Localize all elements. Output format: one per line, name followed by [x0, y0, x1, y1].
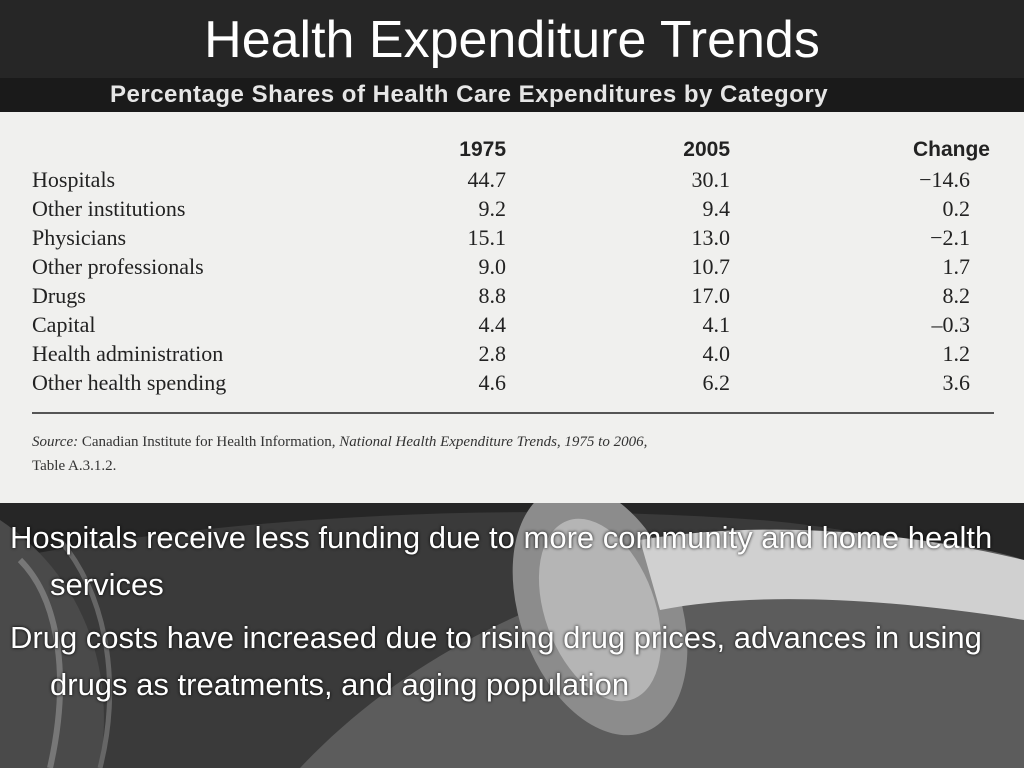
value-2005: 4.1 — [702, 312, 731, 337]
value-1975: 2.8 — [478, 341, 507, 366]
row-label: Drugs — [32, 283, 86, 308]
column-header-2005: 2005 — [683, 138, 730, 161]
slide-title: Health Expenditure Trends — [204, 11, 820, 69]
row-label: Capital — [32, 312, 96, 337]
table-row: Drugs 8.8 17.0 8.2 — [0, 281, 1024, 311]
value-2005: 6.2 — [702, 370, 731, 395]
value-change: 3.6 — [942, 370, 971, 395]
table-row: Other health spending 4.6 6.2 3.6 — [0, 368, 1024, 398]
row-label: Other institutions — [32, 196, 186, 221]
expenditure-table: Percentage Shares of Health Care Expendi… — [0, 78, 1024, 503]
value-change: 1.7 — [942, 254, 971, 279]
source-prefix: Source: — [32, 434, 79, 450]
table-row: Other institutions 9.2 9.4 0.2 — [0, 194, 1024, 224]
value-1975: 44.7 — [467, 167, 507, 192]
value-2005: 4.0 — [702, 341, 731, 366]
value-1975: 8.8 — [478, 283, 507, 308]
column-header-1975: 1975 — [459, 138, 506, 161]
bullet-item: Hospitals receive less funding due to mo… — [10, 520, 993, 602]
value-2005: 30.1 — [691, 167, 731, 192]
value-change: 8.2 — [942, 283, 971, 308]
value-1975: 9.2 — [478, 196, 507, 221]
row-label: Health administration — [32, 341, 224, 366]
source-publication-title: National Health Expenditure Trends, — [339, 434, 561, 450]
source-table-ref: Table A.3.1.2. — [32, 458, 117, 474]
table-row: Hospitals 44.7 30.1 −14.6 — [0, 165, 1024, 195]
value-change: –0.3 — [931, 312, 971, 337]
table-caption: Percentage Shares of Health Care Expendi… — [110, 81, 829, 108]
value-1975: 4.6 — [478, 370, 507, 395]
value-2005: 13.0 — [691, 225, 731, 250]
value-1975: 9.0 — [478, 254, 507, 279]
table-caption-bar — [0, 78, 1024, 112]
table-source-note: Source: Canadian Institute for Health In… — [32, 430, 972, 478]
value-change: 0.2 — [942, 196, 971, 221]
value-2005: 17.0 — [691, 283, 731, 308]
row-label: Other professionals — [32, 254, 204, 279]
table-row: Other professionals 9.0 10.7 1.7 — [0, 252, 1024, 282]
bullet-list: Hospitals receive less funding due to mo… — [10, 514, 1010, 714]
value-change: −2.1 — [930, 225, 970, 250]
table-row: Physicians 15.1 13.0 −2.1 — [0, 223, 1024, 253]
source-organization: Canadian Institute for Health Informatio… — [81, 434, 336, 450]
value-1975: 4.4 — [478, 312, 507, 337]
row-label: Physicians — [32, 225, 127, 250]
source-years: 1975 to 2006, — [564, 434, 648, 450]
row-label: Other health spending — [32, 370, 227, 395]
value-change: 1.2 — [942, 341, 971, 366]
value-2005: 9.4 — [702, 196, 731, 221]
table-row: Capital 4.4 4.1 –0.3 — [0, 310, 1024, 340]
row-label: Hospitals — [32, 167, 116, 192]
table-divider — [32, 412, 994, 414]
value-1975: 15.1 — [467, 225, 507, 250]
value-change: −14.6 — [919, 167, 970, 192]
table-row: Health administration 2.8 4.0 1.2 — [0, 339, 1024, 369]
bullet-item: Drug costs have increased due to rising … — [10, 620, 982, 702]
column-header-change: Change — [912, 138, 990, 161]
value-2005: 10.7 — [691, 254, 731, 279]
